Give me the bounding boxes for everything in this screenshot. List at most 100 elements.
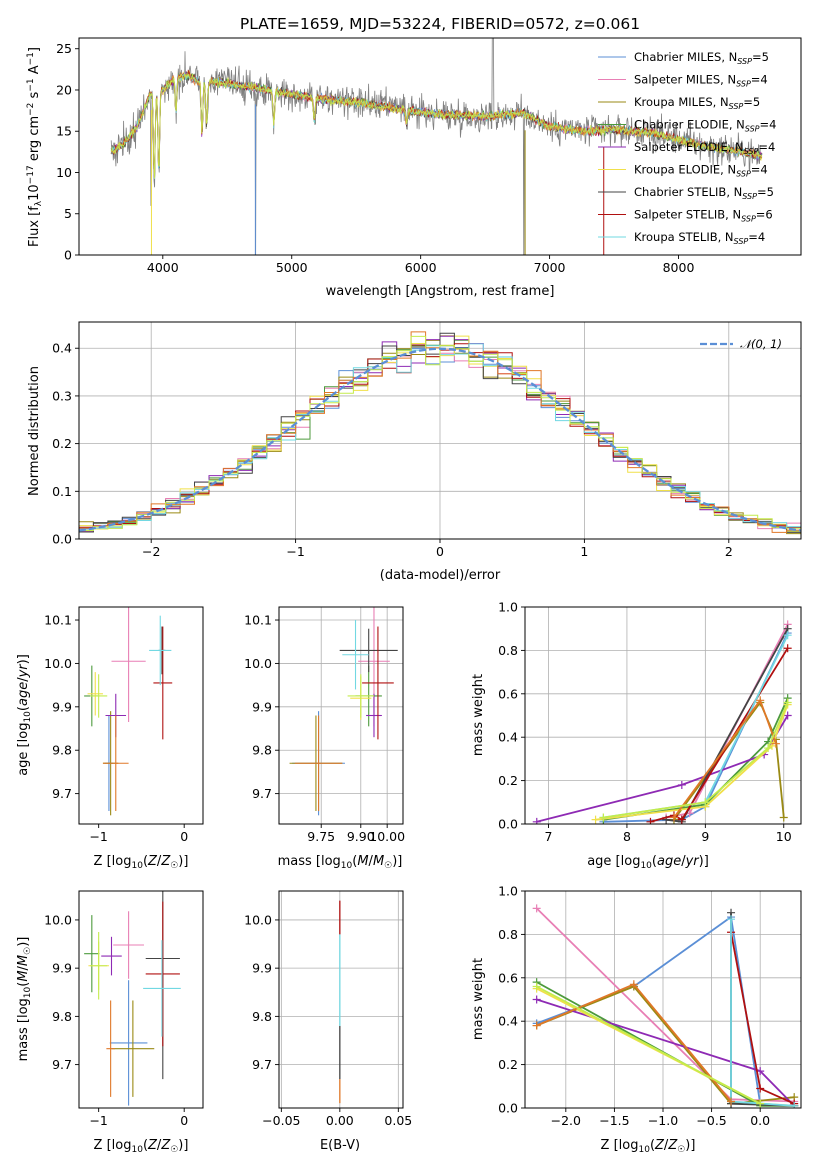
legend-label-salpeter-elodie: Salpeter ELODIE, NSSP=4	[634, 140, 775, 156]
wZ-ytick-label: 0.2	[498, 1057, 518, 1072]
weight-marker-salpeter-stelib	[646, 817, 655, 824]
hist-xtick-label: 2	[725, 544, 733, 559]
weight-marker-kroupa-stelib	[783, 631, 792, 640]
mass-vs-metallicity-panel: Z [log10(Z/Z☉)] mass [log10(M/M☉)] −1 0 9.…	[16, 890, 204, 1155]
wZ-ytick-label: 0.4	[498, 1014, 518, 1029]
weight-marker-salpeter-miles	[532, 904, 541, 913]
histogram-xlabel: (data-model)/error	[380, 568, 501, 583]
ageM-frame	[278, 606, 404, 825]
wAge-xtick-label: 9	[701, 829, 709, 844]
weight-marker-extra-lime	[701, 798, 710, 807]
wAge-ytick-label: 0.4	[498, 730, 518, 745]
ageM-ytick-label: 9.9	[252, 699, 272, 714]
hist-plot-area	[79, 331, 801, 535]
ageM-plot-area	[289, 607, 398, 816]
hist-xtick-label: −1	[286, 544, 304, 559]
ageZ-xlabel: Z [log10(Z/Z☉)]	[94, 854, 189, 871]
histogram-step-chabrier-stelib	[79, 332, 801, 533]
wZ-xtick-label: −1.0	[648, 1113, 678, 1128]
weight-vs-age-panel: age [log10(age/yr)] mass weight 7 8 9 10 0.0…	[471, 600, 802, 871]
weight-marker-extra-lime	[756, 1099, 765, 1108]
weight-line-salpeter-miles	[665, 623, 789, 819]
mZ-ytick-label: 10.0	[44, 912, 72, 927]
weight-marker-kroupa-stelib	[790, 1101, 799, 1108]
model-spectrum-extra-lime	[110, 72, 763, 179]
ageM-xlabel: mass [log10(M/M☉)]	[278, 854, 403, 871]
figure-title: PLATE=1659, MJD=53224, FIBERID=0572, z=0…	[240, 15, 640, 33]
wZ-xtick-label: 0.0	[750, 1113, 770, 1128]
weight-line-extra-lime	[603, 702, 789, 819]
age-vs-metallicity-panel: Z [log10(Z/Z☉)] age [log10(age/yr)] −1 0 9…	[16, 606, 204, 871]
weight-marker-extra-orange	[629, 980, 638, 989]
spec-ytick-label: 5	[64, 206, 72, 221]
data-spectrum-line	[110, 38, 763, 255]
mE-ytick-label: 9.8	[252, 1009, 272, 1024]
legend-label-chabrier-stelib: Chabrier STELIB, NSSP=5	[634, 185, 774, 201]
wAge-ytick-label: 0.0	[498, 817, 518, 832]
ageZ-ytick-label: 9.9	[52, 699, 72, 714]
mE-xtick-label: −0.05	[262, 1113, 300, 1128]
ageZ-frame	[78, 606, 204, 825]
wZ-xtick-label: −0.5	[696, 1113, 726, 1128]
legend-label-chabrier-elodie: Chabrier ELODIE, NSSP=4	[634, 118, 776, 134]
weight-line-kroupa-elodie	[595, 704, 789, 821]
wAge-ylabel: mass weight	[471, 674, 486, 756]
histogram-ylabel: Normed distribution	[27, 366, 42, 496]
hist-xtick-label: −2	[142, 544, 160, 559]
ageM-xtick-label: 9.90	[347, 829, 375, 844]
weight-marker-salpeter-elodie	[677, 780, 686, 789]
wZ-xtick-label: −1.5	[599, 1113, 629, 1128]
weight-line-chabrier-stelib	[730, 912, 795, 1107]
weight-marker-kroupa-miles	[779, 813, 788, 822]
weight-marker-extra-orange	[727, 1097, 736, 1106]
mass-vs-extinction-panel: E(B-V) −0.05 0.00 0.05 9.7 9.8 9.9 10.0	[244, 890, 412, 1153]
weight-marker-extra-orange	[532, 1021, 541, 1030]
ageZ-xtick-label: 0	[180, 829, 188, 844]
mZ-xtick-label: 0	[180, 1113, 188, 1128]
legend-label-chabrier-miles: Chabrier MILES, NSSP=5	[634, 50, 769, 66]
spec-ytick-label: 15	[56, 124, 72, 139]
weight-marker-salpeter-stelib	[783, 644, 792, 653]
wAge-frame	[524, 606, 802, 825]
mZ-xlabel: Z [log10(Z/Z☉)]	[94, 1138, 189, 1155]
wAge-ytick-label: 0.8	[498, 643, 518, 658]
hist-ytick-label: 0.1	[52, 484, 72, 499]
wAge-ytick-label: 0.6	[498, 686, 518, 701]
weight-marker-salpeter-stelib	[677, 815, 686, 824]
weight-marker-extra-lime	[764, 744, 773, 753]
ageM-xtick-label: 9.75	[307, 829, 335, 844]
mZ-ylabel: mass [log10(M/M☉)]	[16, 937, 33, 1062]
weight-line-salpeter-stelib	[730, 932, 795, 1105]
hist-xtick-label: 0	[436, 544, 444, 559]
spec-xtick-label: 6000	[405, 260, 437, 275]
weight-line-kroupa-stelib	[730, 919, 795, 1107]
mE-ytick-label: 9.9	[252, 961, 272, 976]
weight-line-chabrier-elodie	[536, 981, 795, 1107]
mZ-xtick-label: −1	[89, 1113, 107, 1128]
spectrum-ylabel: Flux [fλ10−17 erg cm−2 s−1 A−1]	[26, 47, 44, 247]
wZ-ytick-label: 1.0	[498, 884, 518, 899]
wAge-ytick-label: 1.0	[498, 600, 518, 615]
wZ-xlabel: Z [log10(Z/Z☉)]	[601, 1138, 696, 1155]
spec-plot-area	[110, 38, 763, 255]
wZ-ylabel: mass weight	[471, 958, 486, 1040]
legend-label-salpeter-stelib: Salpeter STELIB, NSSP=6	[634, 208, 773, 224]
spec-xtick-label: 8000	[663, 260, 695, 275]
weight-marker-extra-orange	[756, 696, 765, 705]
spec-xtick-label: 5000	[276, 260, 308, 275]
ageZ-xtick-label: −1	[89, 829, 107, 844]
weight-line-salpeter-stelib	[650, 647, 789, 823]
spec-frame	[78, 37, 802, 256]
wZ-ytick-label: 0.6	[498, 970, 518, 985]
weight-line-chabrier-miles	[603, 632, 789, 823]
ageZ-plot-area	[84, 607, 173, 816]
weight-vs-metallicity-panel: Z [log10(Z/Z☉)] mass weight −2.0 −1.5 −1.0…	[471, 884, 802, 1155]
mZ-ytick-label: 9.9	[52, 961, 72, 976]
ageZ-ytick-label: 10.0	[44, 656, 72, 671]
ageZ-ytick-label: 9.7	[52, 786, 72, 801]
mZ-plot-area	[84, 891, 181, 1106]
ageM-ytick-label: 9.8	[252, 743, 272, 758]
weight-marker-salpeter-elodie	[783, 711, 792, 720]
